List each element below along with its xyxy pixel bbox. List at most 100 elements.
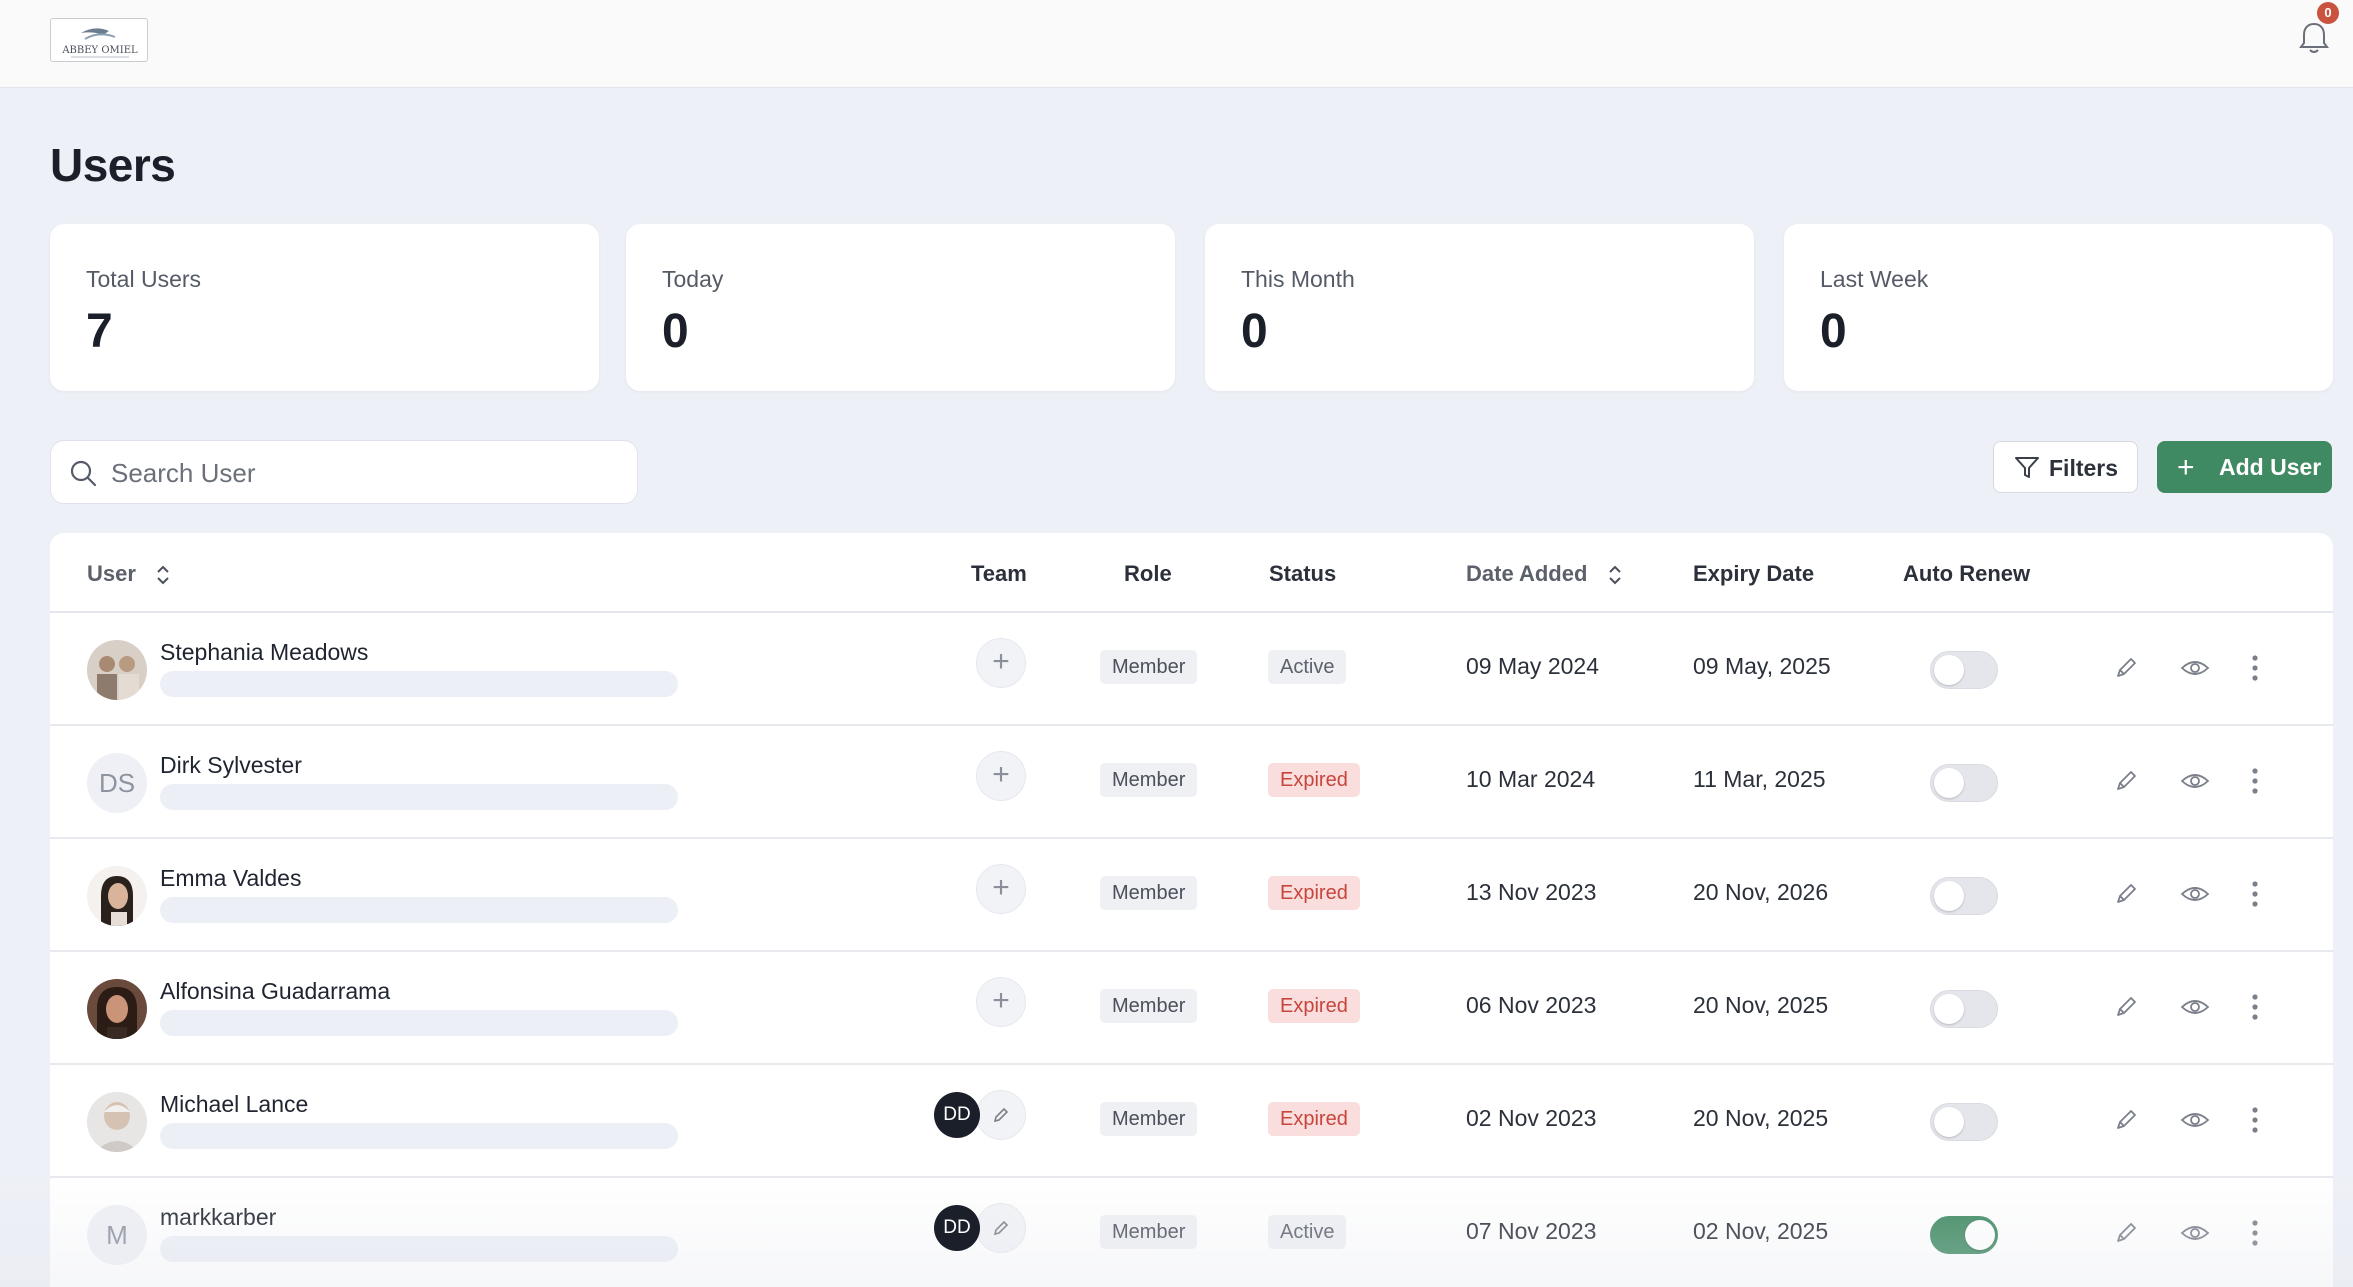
status-badge: Active [1268, 650, 1347, 684]
eye-icon[interactable] [2180, 881, 2210, 907]
status-badge: Expired [1268, 1102, 1360, 1136]
more-vertical-icon[interactable] [2250, 653, 2260, 683]
stat-card-today: Today 0 [626, 224, 1175, 391]
eye-icon[interactable] [2180, 994, 2210, 1020]
auto-renew-toggle[interactable] [1930, 651, 1998, 689]
status-badge: Expired [1268, 763, 1360, 797]
user-name[interactable]: Dirk Sylvester [160, 752, 302, 778]
sort-icon[interactable] [1608, 564, 1622, 586]
pencil-icon[interactable] [2113, 1220, 2139, 1246]
add-user-label: Add User [2219, 454, 2322, 480]
filters-button[interactable]: Filters [1993, 441, 2138, 493]
add-team-button[interactable]: + [976, 864, 1026, 914]
team-avatar[interactable]: DD [934, 1205, 980, 1251]
date-added: 02 Nov 2023 [1466, 1105, 1597, 1131]
search-input[interactable] [111, 451, 611, 495]
user-email-placeholder [160, 1010, 678, 1036]
table-row: Stephania Meadows + Member Active 09 May… [50, 613, 2333, 726]
pencil-icon[interactable] [2113, 655, 2139, 681]
pencil-icon [993, 1107, 1009, 1123]
auto-renew-toggle[interactable] [1930, 990, 1998, 1028]
role-badge: Member [1100, 989, 1198, 1023]
user-email-placeholder [160, 1236, 678, 1262]
stat-label: Last Week [1820, 266, 1929, 292]
pencil-icon[interactable] [2113, 1107, 2139, 1133]
edit-team-button[interactable] [976, 1203, 1026, 1253]
user-name[interactable]: Stephania Meadows [160, 639, 369, 665]
column-header-role: Role [1124, 561, 1172, 586]
user-email-placeholder [160, 1123, 678, 1149]
team-avatar[interactable]: DD [934, 1092, 980, 1138]
avatar [87, 979, 147, 1039]
stat-card-this-month: This Month 0 [1205, 224, 1754, 391]
table-row: M markkarber DD Member Active 07 Nov 202… [50, 1178, 2333, 1287]
role-badge: Member [1100, 650, 1198, 684]
stat-label: Total Users [86, 266, 202, 292]
more-vertical-icon[interactable] [2250, 879, 2260, 909]
auto-renew-toggle[interactable] [1930, 877, 1998, 915]
avatar: M [87, 1205, 147, 1265]
role-badge: Member [1100, 876, 1198, 910]
column-header-team: Team [971, 561, 1027, 586]
date-added: 06 Nov 2023 [1466, 992, 1597, 1018]
add-team-button[interactable]: + [976, 638, 1026, 688]
auto-renew-toggle[interactable] [1930, 1216, 1998, 1254]
table-row: Michael Lance DD Member Expired 02 Nov 2… [50, 1065, 2333, 1178]
expiry-date: 11 Mar, 2025 [1693, 766, 1826, 792]
user-email-placeholder [160, 671, 678, 697]
eye-icon[interactable] [2180, 1220, 2210, 1246]
table-row: DS Dirk Sylvester + Member Expired 10 Ma… [50, 726, 2333, 839]
auto-renew-toggle[interactable] [1930, 1103, 1998, 1141]
more-vertical-icon[interactable] [2250, 766, 2260, 796]
edit-team-button[interactable] [976, 1090, 1026, 1140]
more-vertical-icon[interactable] [2250, 1105, 2260, 1135]
user-name[interactable]: Michael Lance [160, 1091, 309, 1117]
filters-label: Filters [2049, 455, 2119, 481]
eye-icon[interactable] [2180, 768, 2210, 794]
stat-value: 0 [1820, 305, 1847, 358]
add-team-button[interactable]: + [976, 977, 1026, 1027]
expiry-date: 20 Nov, 2026 [1693, 879, 1829, 905]
status-badge: Active [1268, 1215, 1347, 1249]
date-added: 09 May 2024 [1466, 653, 1599, 679]
stat-value: 0 [1241, 305, 1268, 358]
more-vertical-icon[interactable] [2250, 992, 2260, 1022]
user-name[interactable]: Emma Valdes [160, 865, 302, 891]
top-bar: ABBEY OMIEL 0 [0, 0, 2353, 88]
more-vertical-icon[interactable] [2250, 1218, 2260, 1248]
auto-renew-toggle[interactable] [1930, 764, 1998, 802]
column-header-status: Status [1269, 561, 1337, 586]
pencil-icon[interactable] [2113, 881, 2139, 907]
svg-text:ABBEY OMIEL: ABBEY OMIEL [61, 45, 138, 56]
table-row: Alfonsina Guadarrama + Member Expired 06… [50, 952, 2333, 1065]
expiry-date: 20 Nov, 2025 [1693, 992, 1829, 1018]
date-added: 07 Nov 2023 [1466, 1218, 1597, 1244]
user-name[interactable]: markkarber [160, 1204, 277, 1230]
avatar: DS [87, 753, 147, 813]
status-badge: Expired [1268, 989, 1360, 1023]
pencil-icon[interactable] [2113, 994, 2139, 1020]
sort-icon[interactable] [156, 564, 170, 586]
filter-icon [2015, 457, 2039, 478]
add-user-button[interactable]: + Add User [2157, 441, 2332, 493]
add-team-button[interactable]: + [976, 751, 1026, 801]
table-header: User Team Role Status Date Added Expiry … [50, 533, 2333, 613]
pencil-icon [993, 1220, 1009, 1236]
eye-icon[interactable] [2180, 1107, 2210, 1133]
column-header-user[interactable]: User [87, 561, 170, 587]
user-email-placeholder [160, 784, 678, 810]
stat-card-last-week: Last Week 0 [1784, 224, 2333, 391]
stat-value: 0 [662, 305, 689, 358]
user-name[interactable]: Alfonsina Guadarrama [160, 978, 391, 1004]
avatar [87, 866, 147, 926]
status-badge: Expired [1268, 876, 1360, 910]
page-title: Users [50, 139, 176, 191]
bell-icon[interactable] [2297, 20, 2331, 56]
search-box [50, 440, 638, 504]
pencil-icon[interactable] [2113, 768, 2139, 794]
column-header-date-added[interactable]: Date Added [1466, 561, 1622, 587]
eye-icon[interactable] [2180, 655, 2210, 681]
company-logo[interactable]: ABBEY OMIEL [50, 18, 148, 62]
users-table: User Team Role Status Date Added Expiry … [50, 533, 2333, 1287]
date-added: 13 Nov 2023 [1466, 879, 1597, 905]
